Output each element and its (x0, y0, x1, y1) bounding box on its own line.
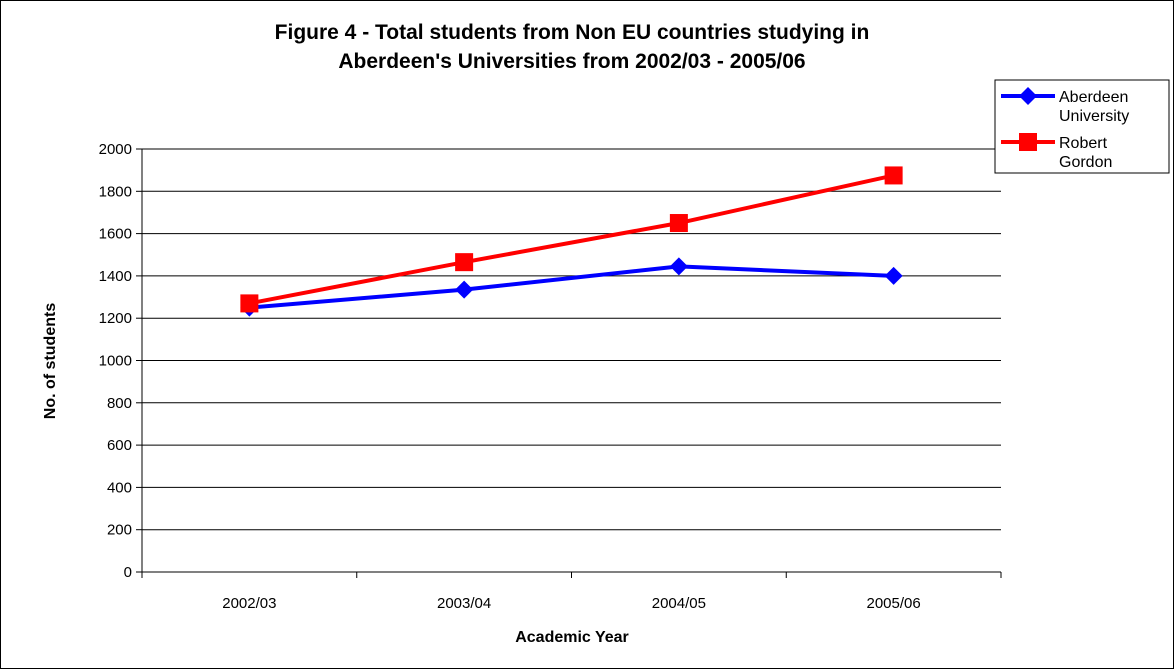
x-tick-label: 2004/05 (652, 595, 706, 612)
y-tick-label: 400 (107, 479, 132, 496)
series-line-aberdeen-university (249, 264, 894, 310)
legend-label-aberdeen-university: University (1059, 108, 1129, 125)
y-tick-label: 600 (107, 437, 132, 454)
chart-title-line-2: Aberdeen's Universities from 2002/03 - 2… (338, 50, 805, 73)
legend-label-robert-gordon: Robert (1059, 135, 1108, 152)
series-robert-gordon (240, 166, 903, 313)
x-axis-label: Academic Year (515, 629, 629, 646)
data-point-robert-gordon (455, 253, 474, 272)
y-tick-label: 200 (107, 522, 132, 539)
legend: Aberdeen University Robert Gordon (994, 79, 1170, 174)
y-tick-label: 1800 (99, 183, 132, 200)
data-point-robert-gordon (884, 166, 903, 185)
legend-label-aberdeen-university: Aberdeen (1059, 89, 1128, 106)
data-point-aberdeen-university (455, 280, 474, 299)
y-tick-label: 1200 (99, 310, 132, 327)
series-line-robert-gordon (248, 173, 895, 306)
x-tick-label: 2003/04 (437, 595, 491, 612)
y-tick-label: 0 (124, 564, 132, 581)
legend-marker-aberdeen-university (1019, 87, 1037, 105)
data-point-robert-gordon (240, 294, 259, 313)
legend-marker-robert-gordon (1019, 133, 1037, 151)
data-point-aberdeen-university (669, 257, 688, 276)
y-tick-label: 800 (107, 395, 132, 412)
chart-title-line-1: Figure 4 - Total students from Non EU co… (275, 21, 870, 44)
series-layer (240, 166, 903, 317)
series-aberdeen-university (240, 257, 903, 317)
x-axis-ticks: 2002/03 2003/04 2004/05 2005/06 (141, 572, 1002, 612)
y-tick-label: 1400 (99, 268, 132, 285)
y-tick-label: 1600 (99, 226, 132, 243)
legend-label-robert-gordon: Gordon (1059, 154, 1112, 171)
y-tick-label: 2000 (99, 141, 132, 158)
y-axis-ticks: 0 200 400 600 800 1000 1200 1400 1600 1800 2000 (99, 141, 142, 581)
y-axis-label: No. of students (42, 303, 59, 420)
y-tick-label: 1000 (99, 353, 132, 370)
data-point-aberdeen-university (884, 266, 903, 285)
x-tick-label: 2005/06 (867, 595, 921, 612)
x-tick-label: 2002/03 (222, 595, 276, 612)
data-point-robert-gordon (669, 214, 688, 233)
